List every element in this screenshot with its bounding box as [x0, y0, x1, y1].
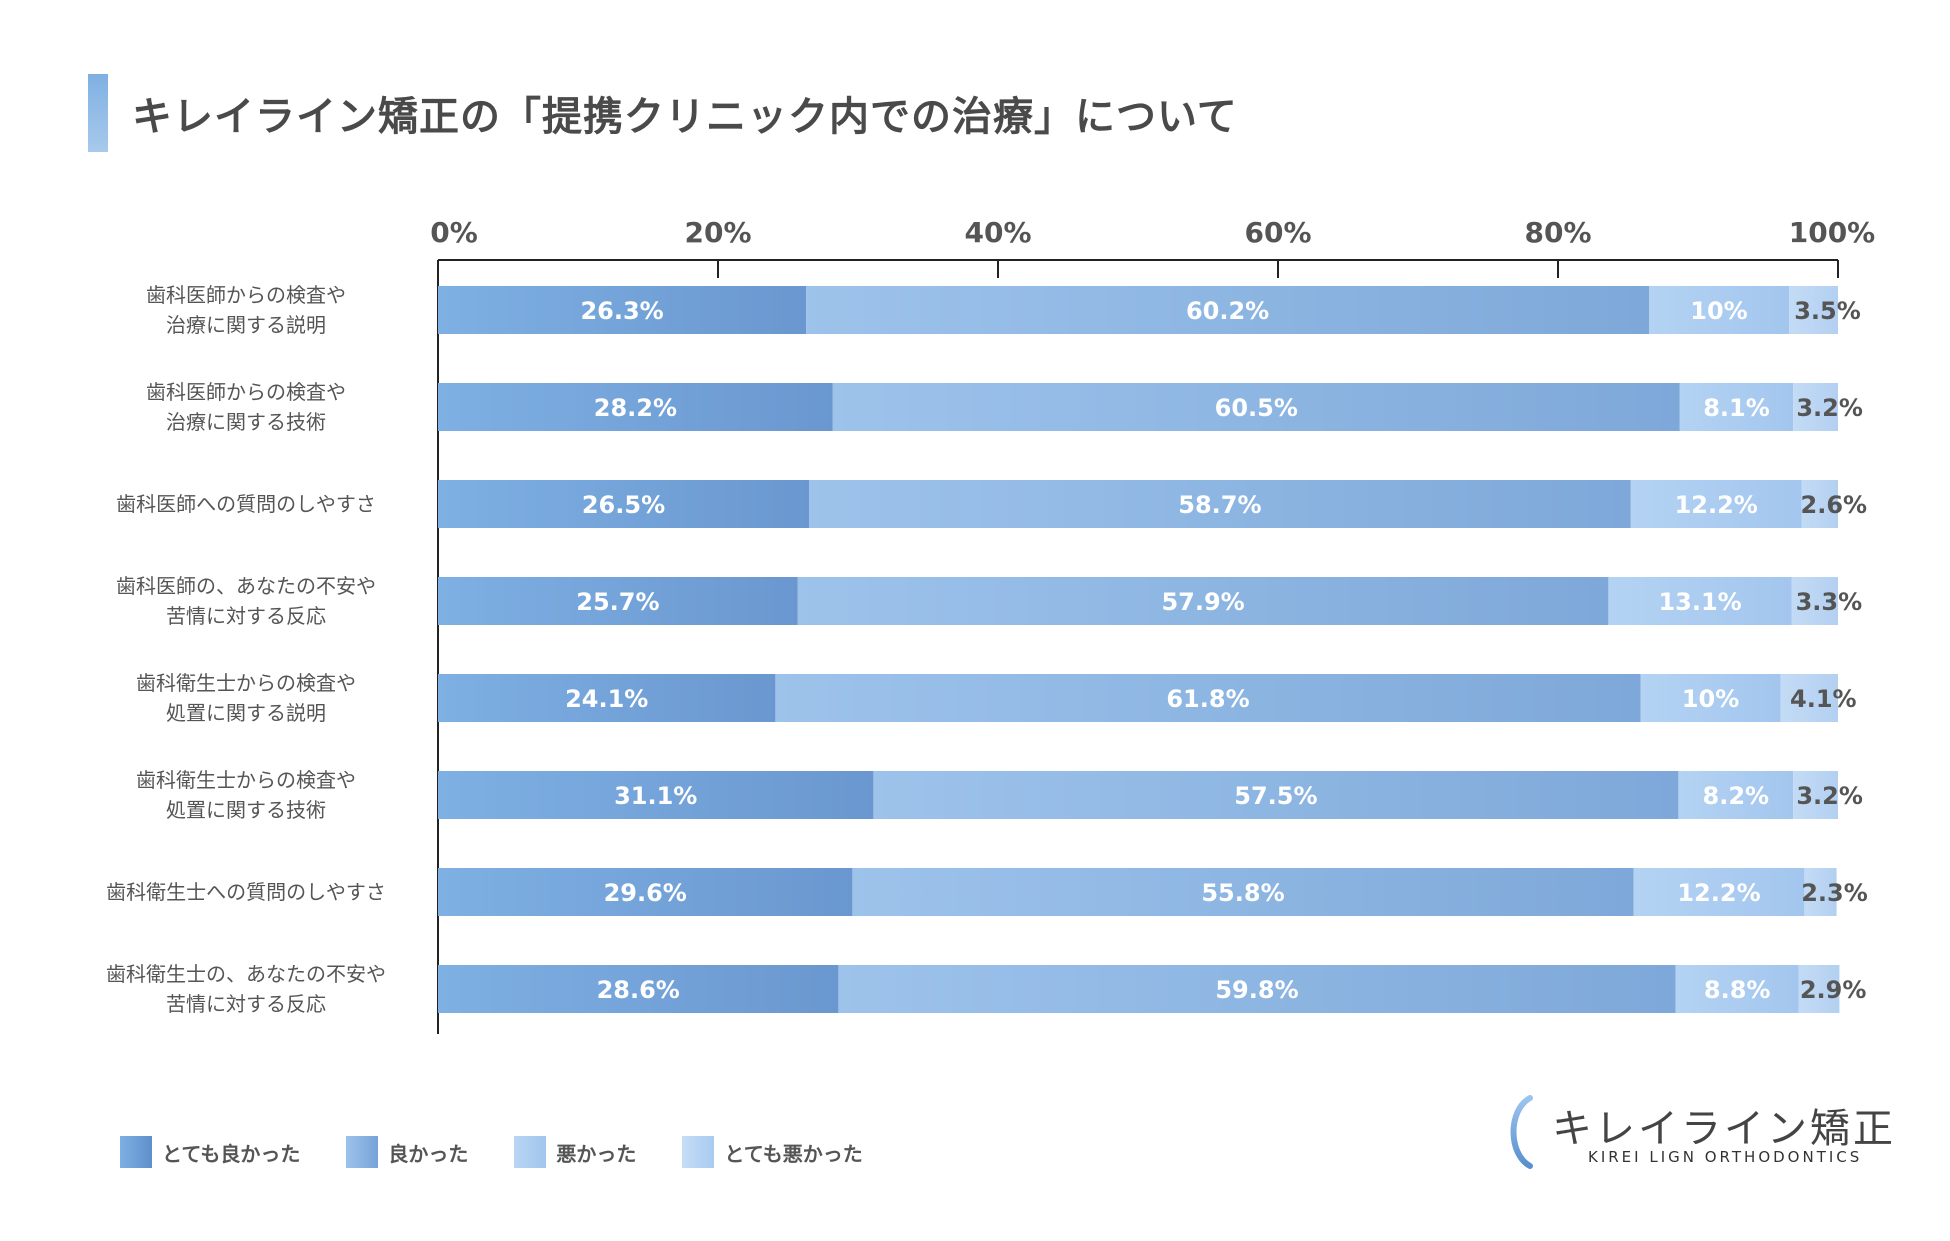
bar-segment	[438, 674, 776, 722]
logo-mark-icon	[1496, 1088, 1533, 1174]
category-label: 歯科医師からの検査や治療に関する技術	[146, 380, 346, 434]
page-title: キレイライン矯正の「提携クリニック内での治療」について	[132, 94, 1238, 140]
data-label: 3.2%	[1796, 782, 1863, 810]
data-label: 2.6%	[1801, 491, 1868, 519]
bar-segment	[1791, 577, 1838, 625]
data-label: 24.1%	[565, 685, 648, 713]
data-label: 28.2%	[594, 394, 677, 422]
data-label: 31.1%	[614, 782, 697, 810]
bar-segment	[809, 480, 1631, 528]
bar-segment	[806, 286, 1649, 334]
legend-item: 良かった	[346, 1136, 468, 1168]
data-label: 57.9%	[1161, 588, 1244, 616]
category-label: 歯科医師からの検査や治療に関する説明	[146, 283, 346, 337]
bar-segment	[1780, 674, 1838, 722]
bar-segment	[1801, 480, 1838, 528]
legend-item: 悪かった	[514, 1136, 636, 1168]
data-label: 2.9%	[1800, 976, 1867, 1004]
bar-segment	[438, 383, 833, 431]
bar-segment	[832, 383, 1680, 431]
bar-segment	[838, 965, 1676, 1013]
legend-swatch	[120, 1136, 152, 1168]
bar-segment	[1793, 771, 1838, 819]
x-tick-label: 100%	[1789, 216, 1876, 249]
logo-name: キレイライン矯正	[1552, 1106, 1896, 1152]
data-label: 8.8%	[1704, 976, 1771, 1004]
bar-segment	[438, 868, 853, 916]
data-label: 61.8%	[1166, 685, 1249, 713]
bar-segment	[438, 965, 839, 1013]
legend-swatch	[514, 1136, 547, 1168]
data-label: 59.8%	[1215, 976, 1298, 1004]
category-label: 歯科衛生士への質問のしやすさ	[106, 880, 386, 904]
legend-label: とても良かった	[162, 1141, 301, 1166]
bar-segment	[438, 771, 874, 819]
data-label: 8.2%	[1703, 782, 1770, 810]
x-tick-label: 0%	[430, 216, 478, 249]
data-label: 10%	[1690, 297, 1747, 325]
legend-item: とても良かった	[120, 1136, 300, 1168]
data-label: 57.5%	[1234, 782, 1317, 810]
legend-label: とても悪かった	[724, 1141, 863, 1166]
data-label: 25.7%	[576, 588, 659, 616]
data-label: 58.7%	[1178, 491, 1261, 519]
data-label: 10%	[1682, 685, 1739, 713]
bar-segment	[1793, 383, 1838, 431]
data-label: 28.6%	[597, 976, 680, 1004]
data-label: 13.1%	[1658, 588, 1741, 616]
bar-segment	[775, 674, 1641, 722]
legend-swatch	[346, 1136, 379, 1168]
bar-segment	[438, 286, 807, 334]
data-label: 26.3%	[580, 297, 663, 325]
bar-segment	[1633, 868, 1805, 916]
data-label: 3.2%	[1796, 394, 1863, 422]
data-label: 12.2%	[1677, 879, 1760, 907]
title-accent-bar	[88, 74, 108, 152]
bar-segment	[797, 577, 1609, 625]
data-label: 26.5%	[582, 491, 665, 519]
x-tick-label: 40%	[964, 216, 1031, 249]
bar-segment	[852, 868, 1634, 916]
bar-segment	[438, 577, 798, 625]
bar-segment	[1804, 868, 1837, 916]
chart-legend: とても良かった 良かった 悪かった とても悪かった	[120, 1136, 909, 1168]
category-label: 歯科衛生士からの検査や処置に関する技術	[136, 768, 356, 822]
data-label: 60.5%	[1215, 394, 1298, 422]
data-label: 60.2%	[1186, 297, 1269, 325]
x-tick-label: 60%	[1244, 216, 1311, 249]
data-label: 4.1%	[1790, 685, 1857, 713]
bar-segment	[1630, 480, 1802, 528]
category-label: 歯科医師の、あなたの不安や苦情に対する反応	[116, 574, 376, 628]
bar-segment	[1640, 674, 1781, 722]
category-label: 歯科衛生士からの検査や処置に関する説明	[136, 671, 356, 725]
x-tick-label: 80%	[1524, 216, 1591, 249]
category-label: 歯科医師への質問のしやすさ	[116, 492, 376, 516]
data-label: 8.1%	[1703, 394, 1770, 422]
bar-segment	[1649, 286, 1789, 334]
brand-logo: キレイライン矯正 KIREI LIGN ORTHODONTICS	[1490, 1088, 1893, 1178]
bar-segment	[1678, 771, 1794, 819]
bar-segment	[1789, 286, 1838, 334]
category-label: 歯科衛生士の、あなたの不安や苦情に対する反応	[106, 962, 386, 1016]
bar-segment	[1679, 383, 1794, 431]
legend-swatch	[682, 1136, 715, 1168]
data-label: 12.2%	[1675, 491, 1758, 519]
data-label: 29.6%	[604, 879, 687, 907]
data-label: 55.8%	[1201, 879, 1284, 907]
bar-segment	[873, 771, 1679, 819]
legend-item: とても悪かった	[682, 1136, 863, 1168]
data-label: 3.5%	[1794, 297, 1861, 325]
bar-segment	[438, 480, 809, 528]
bar-segment	[1608, 577, 1792, 625]
legend-label: 良かった	[388, 1141, 469, 1166]
logo-subtitle: KIREI LIGN ORTHODONTICS	[1588, 1148, 1863, 1166]
legend-label: 悪かった	[556, 1141, 637, 1166]
bar-segment	[1675, 965, 1799, 1013]
bar-segment	[1798, 965, 1840, 1013]
data-label: 3.3%	[1796, 588, 1863, 616]
data-label: 2.3%	[1801, 879, 1868, 907]
x-tick-label: 20%	[684, 216, 751, 249]
